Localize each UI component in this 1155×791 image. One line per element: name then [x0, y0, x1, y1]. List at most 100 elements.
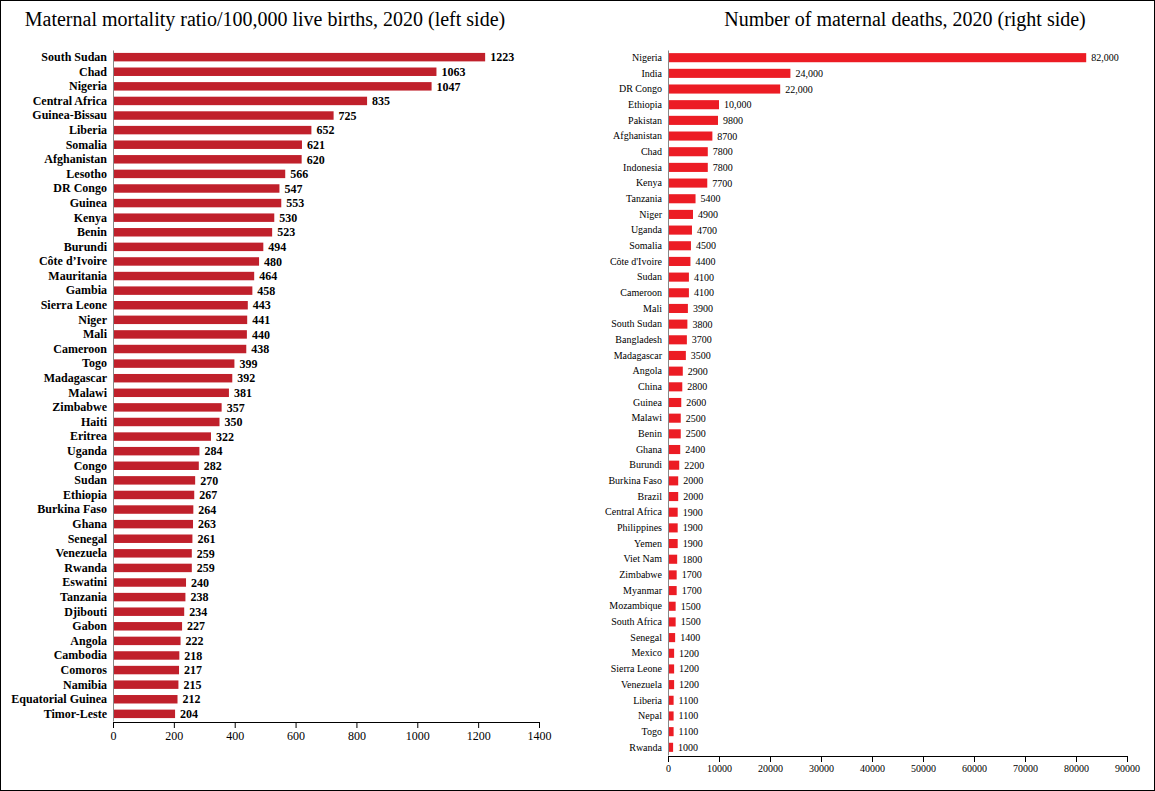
- bar: [113, 505, 193, 513]
- data-label: 263: [198, 517, 216, 531]
- tick-label: 1000: [406, 729, 430, 743]
- category-label: Comoros: [61, 663, 108, 677]
- tick: Nigeria: [69, 79, 113, 93]
- data-label: 238: [190, 590, 208, 604]
- tick-mark: [174, 722, 175, 728]
- tick: DR Congo: [619, 83, 668, 94]
- category-label: Tanzania: [60, 590, 107, 604]
- data-label: 3800: [692, 319, 712, 330]
- category-axis: South SudanChadNigeriaCentral AfricaGuin…: [11, 50, 113, 722]
- tick-mark: [770, 756, 771, 762]
- data-label: 443: [253, 298, 271, 312]
- tick: Cambodia: [54, 648, 113, 662]
- category-label: Rwanda: [64, 561, 107, 575]
- bar: [668, 508, 678, 517]
- category-label: Liberia: [69, 123, 107, 137]
- tick: Tanzania: [626, 193, 668, 204]
- bar: [668, 194, 696, 203]
- tick: 10000: [707, 756, 732, 774]
- bar: [113, 126, 311, 134]
- bar: [113, 228, 272, 236]
- tick-label: 400: [226, 729, 244, 743]
- tick: 30000: [809, 756, 834, 774]
- data-label: 10,000: [724, 99, 752, 110]
- bar: [113, 82, 432, 90]
- tick-label: 30000: [809, 763, 834, 774]
- category-label: China: [638, 381, 662, 392]
- data-label: 1223: [490, 50, 514, 64]
- bar: [668, 304, 688, 313]
- bar: [113, 491, 194, 499]
- category-label: Lesotho: [66, 167, 107, 181]
- data-label: 440: [252, 328, 270, 342]
- tick: Mali: [83, 327, 113, 341]
- category-label: Somalia: [629, 240, 662, 251]
- bar: [113, 622, 182, 630]
- category-label: South Sudan: [611, 318, 662, 329]
- bar: [113, 403, 222, 411]
- tick: Guinea-Bissau: [32, 108, 113, 122]
- tick: Haiti: [81, 415, 113, 429]
- category-label: Somalia: [66, 138, 107, 152]
- tick: Niger: [639, 209, 668, 220]
- tick: Timor-Leste: [44, 707, 113, 721]
- category-label: Guinea: [633, 397, 662, 408]
- bar: [113, 53, 485, 61]
- tick: Angola: [633, 365, 668, 376]
- tick: Sierra Leone: [41, 298, 113, 312]
- data-label: 259: [197, 547, 215, 561]
- category-label: South Africa: [611, 616, 662, 627]
- category-label: Afghanistan: [44, 152, 107, 166]
- bar: [113, 432, 211, 440]
- data-label: 1500: [681, 616, 701, 627]
- category-label: Gabon: [72, 619, 107, 633]
- bar: [668, 492, 678, 501]
- value-axis: 0100002000030000400005000060000700008000…: [666, 756, 1140, 774]
- category-label: Sierra Leone: [611, 663, 663, 674]
- data-label: 284: [204, 444, 222, 458]
- data-label: 1400: [680, 632, 700, 643]
- tick: Sudan: [74, 473, 113, 487]
- chart: Maternal mortality ratio/100,000 live bi…: [11, 8, 551, 743]
- tick: Bangladesh: [615, 334, 668, 345]
- bar: [113, 330, 247, 338]
- tick: Uganda: [631, 224, 668, 235]
- bar: [668, 382, 682, 391]
- category-label: Togo: [82, 356, 107, 370]
- category-label: Sudan: [637, 271, 662, 282]
- bar: [668, 53, 1086, 62]
- tick: Senegal: [68, 532, 113, 546]
- tick: Comoros: [61, 663, 113, 677]
- tick-label: 600: [287, 729, 305, 743]
- category-label: Timor-Leste: [44, 707, 108, 721]
- category-label: Ghana: [636, 444, 663, 455]
- data-label: 530: [279, 211, 297, 225]
- data-label: 1200: [679, 648, 699, 659]
- data-label: 1900: [683, 507, 703, 518]
- bar: [668, 555, 677, 564]
- category-label: Myanmar: [623, 585, 663, 596]
- data-label: 2600: [686, 397, 706, 408]
- tick-label: 70000: [1013, 763, 1038, 774]
- data-label: 652: [316, 123, 334, 137]
- bar: [668, 241, 691, 250]
- category-axis: NigeriaIndiaDR CongoEthiopiaPakistanAfgh…: [605, 51, 668, 756]
- tick: Afghanistan: [613, 130, 668, 141]
- category-label: South Sudan: [41, 50, 107, 64]
- tick: Lesotho: [66, 167, 113, 181]
- tick: Madagascar: [44, 371, 113, 385]
- tick: 50000: [911, 756, 936, 774]
- category-label: Afghanistan: [613, 130, 662, 141]
- category-label: Burundi: [629, 459, 662, 470]
- data-label: 1700: [682, 569, 702, 580]
- bar: [113, 593, 185, 601]
- tick: Venezuela: [55, 546, 113, 560]
- bar: [113, 651, 179, 659]
- bar: [668, 602, 676, 611]
- data-label: 399: [239, 357, 257, 371]
- tick: Chad: [79, 65, 113, 79]
- tick: South Africa: [611, 616, 668, 627]
- bar: [113, 476, 195, 484]
- data-label: 222: [186, 634, 204, 648]
- bar: [113, 286, 252, 294]
